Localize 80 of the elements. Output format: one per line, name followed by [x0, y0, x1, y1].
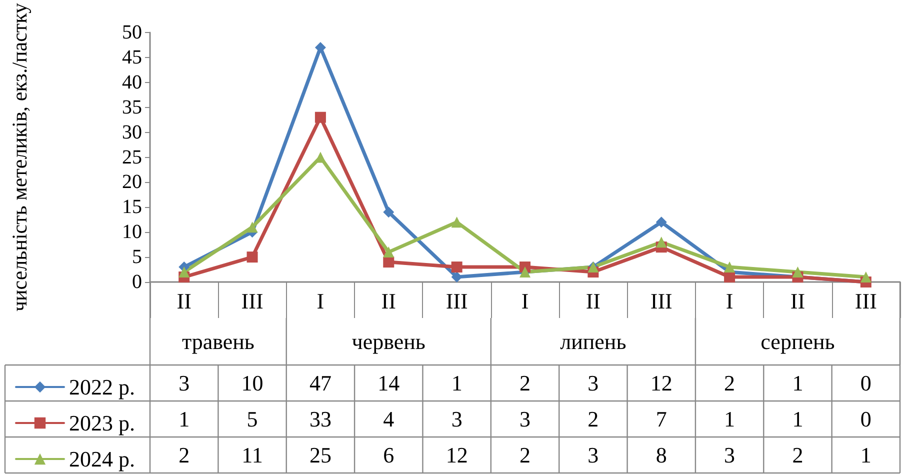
- point: [178, 266, 190, 278]
- data-label: 2: [588, 406, 599, 432]
- legend-label: 2024 р.: [69, 446, 135, 472]
- y-tick-label: 15: [122, 196, 142, 218]
- y-tick-label: 40: [122, 71, 142, 94]
- data-label: 10: [241, 370, 264, 396]
- data-label: 7: [656, 406, 667, 432]
- point: [860, 272, 872, 283]
- point: [383, 256, 394, 268]
- text: серпень: [760, 329, 835, 354]
- data-label: 12: [446, 442, 468, 468]
- data-label: 3: [724, 442, 736, 468]
- x-tick-label: II: [381, 288, 396, 314]
- y-tick-label: 10: [122, 221, 142, 244]
- x-tick-label: I: [316, 288, 324, 314]
- data-label: 12: [650, 370, 672, 396]
- y-tick-label: 45: [122, 46, 142, 68]
- y-tick-label: 35: [122, 96, 142, 118]
- point: [383, 246, 394, 258]
- y-tick-label: 30: [122, 121, 142, 144]
- data-label: 2: [792, 442, 804, 468]
- data-label: 1: [792, 370, 804, 396]
- point: [451, 272, 462, 283]
- point: [656, 216, 667, 228]
- data-label: 14: [378, 370, 400, 396]
- y-tick-label: 50: [122, 22, 142, 44]
- data-label: 1: [724, 406, 736, 432]
- text: травень: [182, 329, 254, 354]
- data-label: 33: [309, 406, 332, 432]
- data-label: 6: [383, 442, 394, 468]
- data-label: 3: [520, 406, 530, 432]
- data-label: 2: [520, 370, 530, 396]
- point: [314, 112, 326, 123]
- y-axis-title: чисельність метеликів, екз./пастку: [8, 2, 32, 312]
- data-label: 47: [309, 370, 332, 396]
- data-label: 0: [860, 406, 872, 432]
- point: [246, 222, 258, 233]
- data-label: 3: [588, 442, 599, 468]
- x-tick-label: III: [650, 288, 672, 314]
- x-tick-label: I: [521, 288, 529, 314]
- data-label: 2: [178, 442, 190, 468]
- point: [792, 266, 804, 278]
- y-tick-label: 25: [122, 146, 142, 168]
- data-label: 2: [724, 370, 736, 396]
- point: [246, 252, 258, 263]
- point: [656, 236, 667, 248]
- x-tick-label: III: [241, 288, 264, 314]
- y-tick-label: 5: [132, 246, 142, 268]
- point: [451, 262, 462, 273]
- data-label: 1: [860, 442, 872, 468]
- x-tick-label: III: [446, 288, 468, 314]
- y-tick-label: 0: [132, 271, 142, 293]
- data-label: 1: [178, 406, 190, 432]
- data-label: 0: [860, 370, 872, 396]
- data-label: 2: [520, 442, 530, 468]
- x-tick-label: I: [726, 288, 734, 314]
- data-label: 1: [792, 406, 804, 432]
- data-label: 3: [588, 370, 599, 396]
- x-tick-label: II: [790, 288, 806, 314]
- y-tick-label: 20: [122, 171, 142, 194]
- data-label: 1: [451, 370, 462, 396]
- data-label: 25: [309, 442, 332, 468]
- legend-label: 2023 р.: [69, 410, 135, 436]
- legend-label: 2022 р.: [69, 374, 135, 400]
- x-tick-label: II: [176, 288, 192, 314]
- x-tick-label: II: [586, 288, 601, 314]
- data-label: 8: [656, 442, 667, 468]
- point: [724, 272, 736, 283]
- data-label: 3: [451, 406, 462, 432]
- data-label: 3: [178, 370, 190, 396]
- text: липень: [560, 329, 626, 354]
- point: [724, 262, 736, 273]
- data-label: 5: [246, 406, 258, 432]
- point: [314, 42, 326, 53]
- point: [383, 206, 394, 218]
- x-tick-label: III: [854, 288, 877, 314]
- point: [451, 216, 462, 228]
- data-label: 11: [242, 442, 263, 468]
- text: червень: [352, 329, 426, 354]
- data-label: 4: [383, 406, 394, 432]
